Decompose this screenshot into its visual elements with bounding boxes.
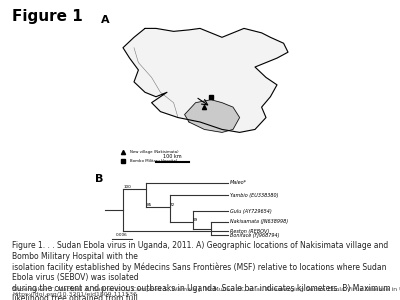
Text: 85: 85 [146,203,152,207]
Text: Yambio (EU338380): Yambio (EU338380) [230,193,278,197]
Text: 100: 100 [123,185,131,189]
Text: A: A [101,15,110,25]
Text: Figure 1: Figure 1 [12,9,83,24]
Text: 72: 72 [170,203,175,207]
Text: Nakisamata (JN638998): Nakisamata (JN638998) [230,220,288,224]
Text: 99: 99 [193,218,198,222]
Text: Reston (REBOV): Reston (REBOV) [230,229,269,233]
Text: B: B [95,174,104,184]
Text: Bombo Military Hospital: Bombo Military Hospital [130,159,177,163]
Text: Gulu (AY729654): Gulu (AY729654) [230,209,272,214]
Text: 100 km: 100 km [163,154,182,159]
Text: New village (Nakisimata): New village (Nakisimata) [130,150,178,154]
Text: 0.006: 0.006 [116,233,128,237]
Polygon shape [123,28,288,132]
Text: Shoemaker T, MacNeil A, Balinandi S, Campbell S, Wamala J, McMullan LK, et al. R: Shoemaker T, MacNeil A, Balinandi S, Cam… [12,286,400,297]
Text: Maleo*: Maleo* [230,181,247,185]
Polygon shape [185,100,240,132]
Text: Boniface (FJ968794): Boniface (FJ968794) [230,233,280,238]
Text: Figure 1. . . Sudan Ebola virus in Uganda, 2011. A) Geographic locations of Naki: Figure 1. . . Sudan Ebola virus in Ugand… [12,242,394,300]
